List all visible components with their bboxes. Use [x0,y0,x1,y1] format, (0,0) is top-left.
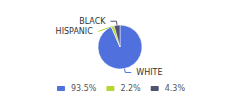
svg-text:BLACK: BLACK [79,17,106,26]
svg-text:WHITE: WHITE [136,68,162,77]
svg-text:4.3%: 4.3% [165,84,186,93]
svg-text:HISPANIC: HISPANIC [56,27,94,36]
svg-text:93.5%: 93.5% [71,84,97,93]
svg-text:2.2%: 2.2% [120,84,141,93]
